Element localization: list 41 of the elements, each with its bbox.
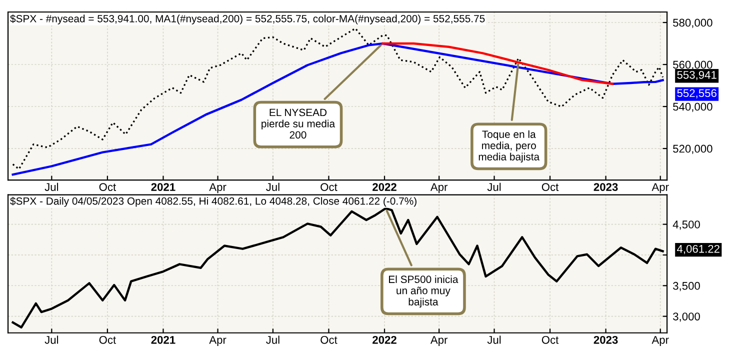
x-tick-label: Jul [266,182,280,191]
x-tick-label: 2023 [594,183,618,191]
x-tick-label: Jul [487,182,501,191]
x-tick-label: Apr [652,336,669,346]
x-tick-label: 2022 [372,336,396,344]
annotation: 552,556 [677,89,716,98]
x-tick-label: Apr [209,336,226,346]
y-tick-label: 520,000 [673,144,712,154]
annotation: Toque en la media, pero media bajista [478,130,540,162]
x-tick-label: 2022 [372,183,396,191]
x-tick-label: Apr [430,336,448,346]
chart-title: $SPX - #nysead = 553,941.00, MA1(#nysead,200) = 552,555.75, color-MA(#nysead,200) = 552,555.75 [10,14,485,24]
y-tick-label: 4,500 [672,220,700,230]
x-tick-label: Apr [430,183,448,194]
x-tick-label: Oct [542,336,559,344]
x-tick-label: Oct [99,336,116,344]
x-tick-label: Jul [44,182,58,191]
line-series [12,207,664,328]
line-series [382,42,614,85]
y-tick-label: 560,000 [673,60,712,70]
annotation: EL NYSEAD pierde su media 200 [262,108,336,139]
y-tick-label: 580,000 [673,18,712,28]
x-tick-label: 2021 [151,336,176,344]
x-tick-label: Jul [44,336,58,344]
annotation: 553,941 [677,70,716,80]
y-tick-label: 3,000 [673,312,700,322]
x-tick-label: 2023 [594,336,618,344]
x-tick-label: Oct [542,183,559,191]
chart-title: $SPX - Daily 04/05/2023 Open 4082.55, Hi 4082.61, Lo 4048.28, Close 4061.22 (-0.7%) [10,196,416,207]
x-tick-label: Jul [487,336,501,344]
x-tick-label: Jul [266,336,280,344]
annotation: 4,061.22 [677,244,720,254]
y-tick-label: 3,500 [673,282,700,292]
x-tick-label: Oct [99,183,116,191]
annotation: El SP500 inicia un año muy bajista [389,275,458,308]
x-tick-label: Apr [652,183,669,194]
x-tick-label: Apr [209,183,226,194]
x-tick-label: 2021 [151,183,176,191]
y-tick-label: 540,000 [673,102,712,112]
x-tick-label: Oct [320,183,338,191]
x-tick-label: Oct [320,336,338,344]
